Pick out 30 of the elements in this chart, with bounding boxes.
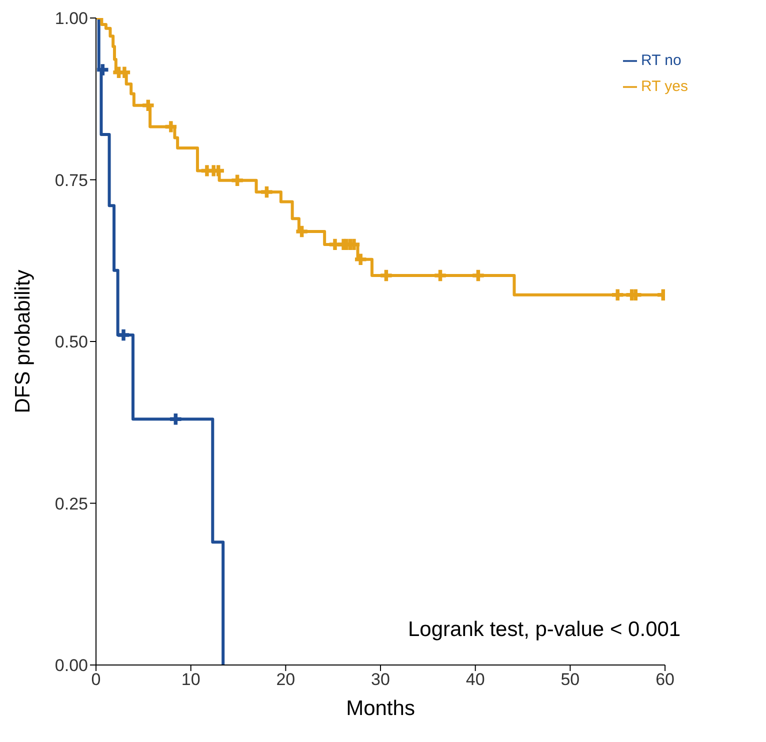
legend-label: RT yes [641,78,688,95]
x-tick-label: 30 [371,670,390,690]
y-tick-label: 0.75 [54,170,88,190]
point [380,270,392,282]
x-tick-label: 20 [276,670,296,690]
y-tick-label: 0.25 [54,494,88,514]
point [97,64,108,76]
x-tick-label: 40 [466,670,485,690]
annotation: Logrank test, p-value < 0.001 [408,618,681,642]
x-tick-label: 60 [656,670,674,690]
point [118,329,130,341]
point [261,186,272,198]
y-tick-label: 1.00 [54,9,88,28]
y-axis-title: DFS probability [11,269,34,414]
x-tick-label: 10 [181,670,200,690]
point [472,270,484,282]
y-tick-label: 0.50 [54,332,88,352]
x-tick-label: 50 [560,670,580,690]
point [165,121,177,132]
point [354,254,366,265]
point [142,100,154,111]
point [232,174,243,186]
point [434,270,446,282]
point [296,226,308,238]
point [170,414,182,425]
x-axis-title: Months [346,697,415,720]
y-tick-label: 0.00 [54,656,88,676]
legend-label: RT no [641,52,682,69]
x-tick-label: 0 [91,670,101,690]
point [612,289,624,301]
